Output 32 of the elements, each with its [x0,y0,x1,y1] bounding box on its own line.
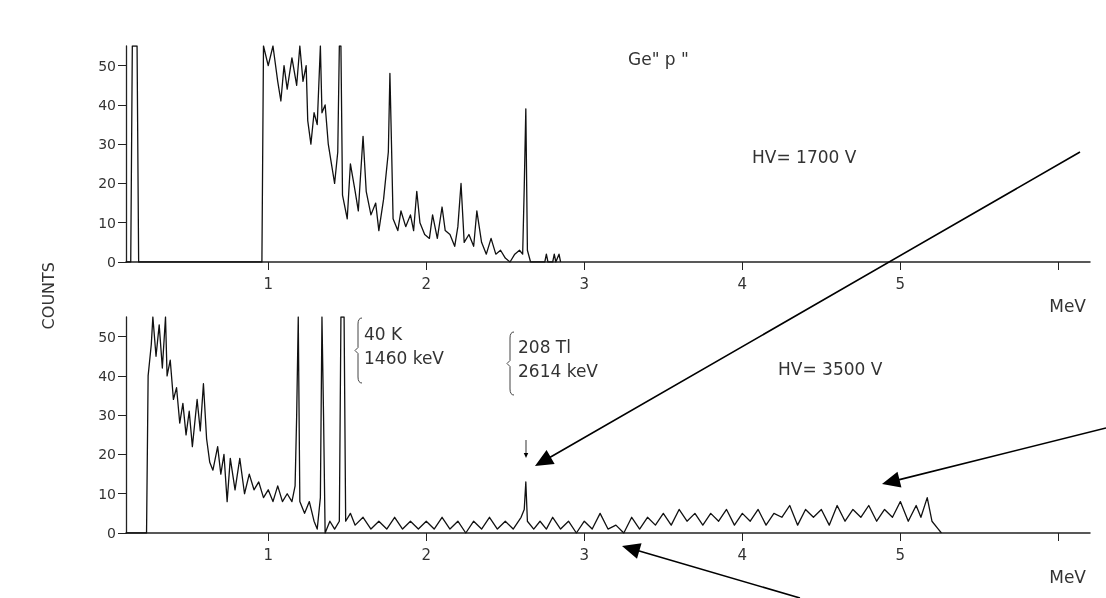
x-tick-label: 3 [579,545,590,564]
x-tick-label: 5 [895,545,906,564]
annotation: 208 Tl 2614 keV [518,337,599,381]
x-tick-label: 2 [421,274,432,293]
y-tick-label: 30 [98,407,116,424]
y-tick-label: 40 [98,367,116,384]
annotation: HV= 1700 V [752,147,857,167]
x-tick-label: 4 [737,545,748,564]
x-tick-label: 1 [263,274,273,293]
y-tick-label: 50 [98,57,116,74]
y-tick-label: 10 [98,214,116,231]
x-tick-label: 2 [421,545,432,564]
y-tick-label: 40 [98,96,116,113]
x-tick-label: 3 [579,274,590,293]
annotation: 40 K 1460 keV [364,324,445,368]
y-axis-title: COUNTS [38,262,58,330]
y-tick-label: 20 [98,446,116,463]
x-axis-title: MeV [1049,295,1087,316]
line-series [125,45,562,263]
annotation: Ge" p " [628,49,689,69]
y-tick-label: 50 [98,328,116,345]
x-tick-label: 1 [263,545,273,564]
x-tick-label: 5 [895,274,906,293]
x-tick-label: 4 [737,274,748,293]
y-tick-label: 30 [98,136,116,153]
x-axis-title: MeV [1049,566,1087,587]
line-series [125,316,943,534]
y-tick-label: 20 [98,175,116,192]
annotation: HV= 3500 V [778,359,883,379]
y-tick-label: 10 [98,485,116,502]
y-tick-label: 0 [107,254,116,270]
y-tick-label: 0 [107,525,116,541]
